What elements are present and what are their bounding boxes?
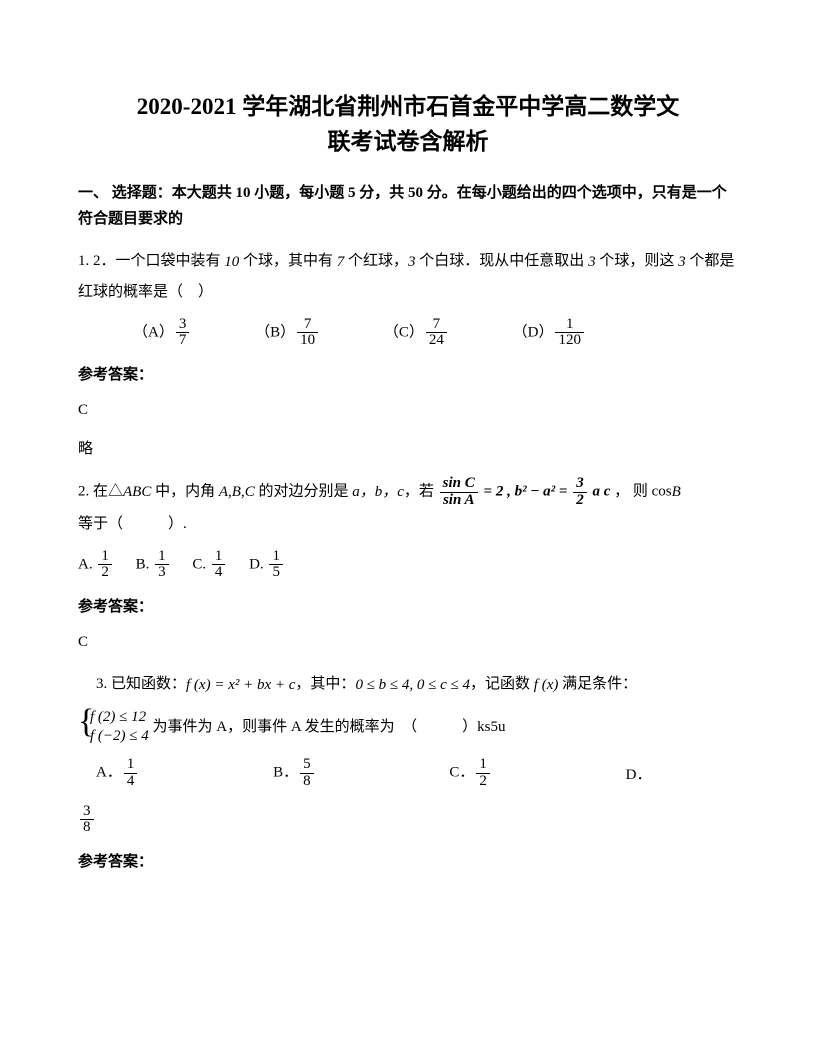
q2-angles: A,B,C xyxy=(219,477,255,507)
q1-answer: C xyxy=(78,402,738,419)
q3-option-d-frac: 38 xyxy=(78,804,738,837)
option-label: D. xyxy=(249,556,264,572)
fraction-icon: 1120 xyxy=(555,317,584,350)
q1-val: 3 xyxy=(408,247,416,277)
q1-option-c: （C）724 xyxy=(384,317,449,350)
q1-note: 略 xyxy=(78,437,738,458)
q2-b: B xyxy=(672,477,681,507)
question-3: 3. 已知函数：f (x) = x² + bx + c，其中：0 ≤ b ≤ 4… xyxy=(78,669,738,700)
q3-fn: f (x) = x² + bx + c xyxy=(186,670,295,700)
fraction-icon: 37 xyxy=(176,317,190,350)
option-label: C. xyxy=(192,556,206,572)
q3-text: 满足条件： xyxy=(558,676,637,692)
q2-text: ，若 xyxy=(404,484,438,500)
option-label: B. xyxy=(136,556,150,572)
fraction-icon: 12 xyxy=(98,549,112,582)
answer-label: 参考答案： xyxy=(78,850,738,871)
q1-option-b: （B）710 xyxy=(255,317,320,350)
fraction-icon: 58 xyxy=(300,757,314,790)
option-label: D． xyxy=(626,767,652,783)
q1-option-d: （D）1120 xyxy=(513,317,586,350)
q3-system-line: f (2) ≤ 12 f (−2) ≤ 4 为事件为 A，则事件 A 发生的概率… xyxy=(78,708,738,747)
option-label: （A） xyxy=(133,324,174,340)
q3-text: 3. 已知函数： xyxy=(96,676,186,692)
q2-equation: sin Csin A = 2 , b² − a² = 32 a c xyxy=(438,476,611,509)
q1-option-a: （A）37 xyxy=(133,317,191,350)
fraction-icon: 38 xyxy=(80,804,94,837)
q3-options: A．14 B．58 C．12 D． xyxy=(78,757,738,790)
fraction-icon: 724 xyxy=(426,317,447,350)
fraction-icon: 15 xyxy=(269,549,283,582)
q1-text: 个红球， xyxy=(344,253,408,269)
q3-option-a: A．14 xyxy=(96,757,139,790)
fraction-icon: 14 xyxy=(212,549,226,582)
q1-val: 3 xyxy=(678,247,686,277)
option-label: （C） xyxy=(384,324,424,340)
fraction-icon: sin Csin A xyxy=(440,476,478,509)
q3-fx: f (x) xyxy=(534,670,559,700)
option-label: C． xyxy=(449,765,474,781)
answer-label: 参考答案： xyxy=(78,595,738,616)
q3-text: ，记函数 xyxy=(470,676,534,692)
q2-option-c: C. 14 xyxy=(192,549,227,582)
q3-option-d-label: D． xyxy=(626,763,652,784)
q2-text: 中，内角 xyxy=(151,484,219,500)
q2-option-b: B. 13 xyxy=(136,549,171,582)
q1-text: 个白球．现从中任意取出 xyxy=(416,253,589,269)
option-label: A． xyxy=(96,765,122,781)
q2-text: 等于（ ）. xyxy=(78,516,187,532)
q2-options: A. 12 B. 13 C. 14 D. 15 xyxy=(78,549,738,582)
q2-option-d: D. 15 xyxy=(249,549,285,582)
option-label: （D） xyxy=(513,324,554,340)
brace-system-icon: f (2) ≤ 12 f (−2) ≤ 4 xyxy=(78,708,149,747)
q3-option-b: B．58 xyxy=(273,757,316,790)
option-label: （B） xyxy=(255,324,295,340)
q2-text: 的对边分别是 xyxy=(255,484,353,500)
q1-val: 10 xyxy=(224,247,239,277)
q3-sys1: f (2) ≤ 12 xyxy=(90,708,146,728)
fraction-icon: 32 xyxy=(573,476,587,509)
fraction-icon: 12 xyxy=(476,757,490,790)
q1-text: 1. 2．一个口袋中装有 xyxy=(78,253,224,269)
q3-option-c: C．12 xyxy=(449,757,492,790)
q1-options: （A）37 （B）710 （C）724 （D）1120 xyxy=(78,317,738,350)
q1-val: 3 xyxy=(588,247,596,277)
fraction-icon: 14 xyxy=(124,757,138,790)
fraction-icon: 13 xyxy=(155,549,169,582)
page-title: 2020-2021 学年湖北省荆州市石首金平中学高二数学文 联考试卷含解析 xyxy=(78,90,738,159)
q3-sys2: f (−2) ≤ 4 xyxy=(90,727,149,747)
q2-abc: ABC xyxy=(123,477,151,507)
title-line-1: 2020-2021 学年湖北省荆州市石首金平中学高二数学文 xyxy=(137,94,679,119)
q3-cond: 0 ≤ b ≤ 4, 0 ≤ c ≤ 4 xyxy=(355,670,470,700)
q1-text: 个球，则这 xyxy=(596,253,679,269)
q3-text: ，其中： xyxy=(295,676,355,692)
q2-answer: C xyxy=(78,634,738,651)
q2-sides: a，b，c xyxy=(352,477,404,507)
title-line-2: 联考试卷含解析 xyxy=(328,129,489,154)
q2-text: 2. 在△ xyxy=(78,484,123,500)
option-label: A. xyxy=(78,556,93,572)
answer-label: 参考答案： xyxy=(78,363,738,384)
q2-option-a: A. 12 xyxy=(78,549,114,582)
question-2: 2. 在△ABC 中，内角 A,B,C 的对边分别是 a，b，c，若 sin C… xyxy=(78,476,738,539)
q2-text: ， 则 cos xyxy=(614,484,672,500)
q3-text: 为事件为 A，则事件 A 发生的概率为 （ ）ks5u xyxy=(153,719,506,735)
question-1: 1. 2．一个口袋中装有 10 个球，其中有 7 个红球，3 个白球．现从中任意… xyxy=(78,246,738,307)
option-label: B． xyxy=(273,765,298,781)
q1-text: 个球，其中有 xyxy=(239,253,337,269)
section-1-heading: 一、 选择题：本大题共 10 小题，每小题 5 分，共 50 分。在每小题给出的… xyxy=(78,181,738,232)
fraction-icon: 710 xyxy=(297,317,318,350)
